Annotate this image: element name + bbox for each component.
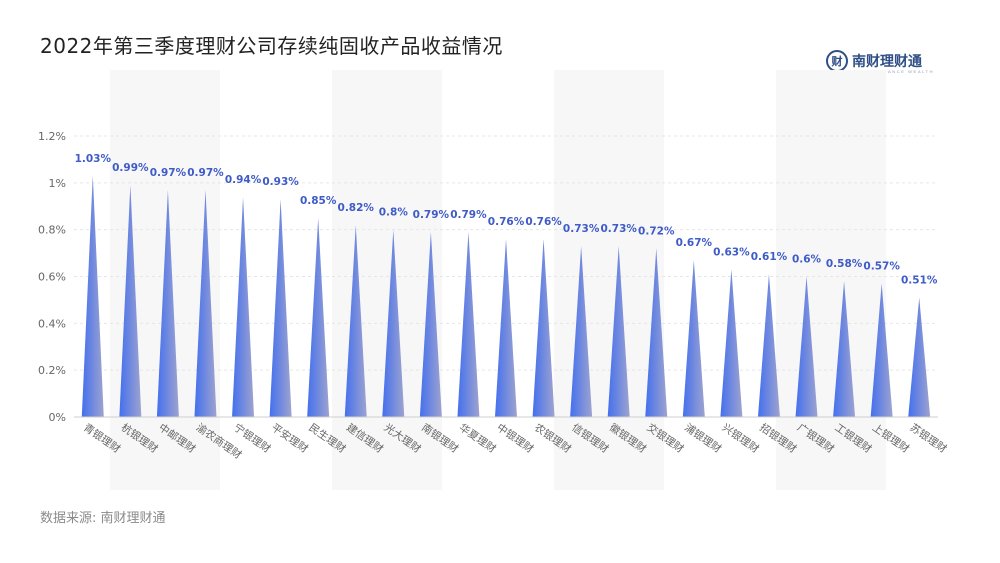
x-tick-label: 兴银理财 (720, 421, 762, 456)
bar (720, 269, 743, 417)
y-tick-label: 1% (49, 177, 66, 190)
x-tick-label: 平安理财 (269, 421, 311, 456)
value-label: 0.51% (901, 275, 938, 287)
value-label: 0.61% (751, 251, 788, 263)
value-label: 0.82% (338, 202, 375, 214)
chart-title: 2022年第三季度理财公司存续纯固收产品收益情况 (40, 34, 503, 58)
y-tick-label: 0.6% (38, 271, 66, 284)
bar (682, 260, 705, 417)
y-tick-label: 0.8% (38, 224, 66, 237)
y-tick-label: 0.2% (38, 364, 66, 377)
value-label: 0.8% (379, 207, 409, 219)
bar (757, 274, 780, 417)
bar (119, 185, 142, 417)
y-tick-label: 1.2% (38, 130, 66, 143)
x-tick-label: 华夏理财 (457, 421, 499, 456)
bar (419, 232, 442, 417)
bar (344, 224, 367, 417)
logo-subtext: SOUTH FINANCE WEALTH (852, 69, 935, 74)
value-label: 0.76% (488, 216, 525, 228)
x-tick-label: 浦银理财 (682, 421, 724, 456)
bar (495, 239, 517, 417)
bar (532, 239, 555, 417)
value-label: 0.93% (262, 176, 299, 188)
logo-text: 南财理财通 (852, 54, 922, 70)
bar (607, 246, 630, 417)
value-label: 1.03% (75, 153, 112, 165)
value-label: 0.94% (225, 174, 262, 186)
bar (81, 175, 104, 417)
bar (269, 199, 292, 417)
y-tick-label: 0.4% (38, 317, 66, 330)
value-label: 0.97% (150, 167, 187, 179)
bar (382, 229, 405, 417)
value-label: 0.97% (187, 167, 224, 179)
value-label: 0.67% (676, 237, 713, 249)
bars (81, 175, 931, 417)
bar (833, 281, 856, 417)
value-label: 0.73% (600, 223, 637, 235)
value-label: 0.76% (525, 216, 562, 228)
value-labels: 1.03%0.99% 0.97% 0.97%0.94% 0.93%0.85%0.82%… (75, 153, 938, 287)
bar (156, 189, 179, 417)
data-source: 数据来源: 南财理财通 (40, 511, 166, 526)
x-tick-label: 苏银理财 (907, 421, 949, 456)
bar (570, 246, 593, 417)
bar (908, 297, 931, 417)
value-label: 0.79% (450, 209, 487, 221)
value-label: 0.58% (826, 258, 863, 270)
bar (457, 232, 480, 417)
bar (232, 196, 255, 417)
y-tick-label: 0% (49, 411, 66, 424)
y-axis-ticks: 0% 0.2% 0.4% 0.6% 0.8% 1% 1.2% (38, 130, 66, 424)
background-bands (110, 70, 886, 490)
x-tick-label: 中银理财 (494, 421, 536, 456)
value-label: 0.72% (638, 225, 675, 237)
value-label: 0.6% (792, 254, 822, 266)
value-label: 0.63% (713, 246, 750, 258)
value-label: 0.85% (300, 195, 337, 207)
bar (795, 276, 818, 417)
value-label: 0.99% (112, 162, 149, 174)
value-label: 0.73% (563, 223, 600, 235)
bar (870, 283, 893, 417)
value-label: 0.79% (413, 209, 450, 221)
bar (645, 248, 668, 417)
background-band (332, 70, 442, 490)
background-band (776, 70, 886, 490)
bar (194, 189, 217, 417)
bar (307, 217, 330, 417)
value-label: 0.57% (863, 261, 900, 273)
background-band (554, 70, 664, 490)
